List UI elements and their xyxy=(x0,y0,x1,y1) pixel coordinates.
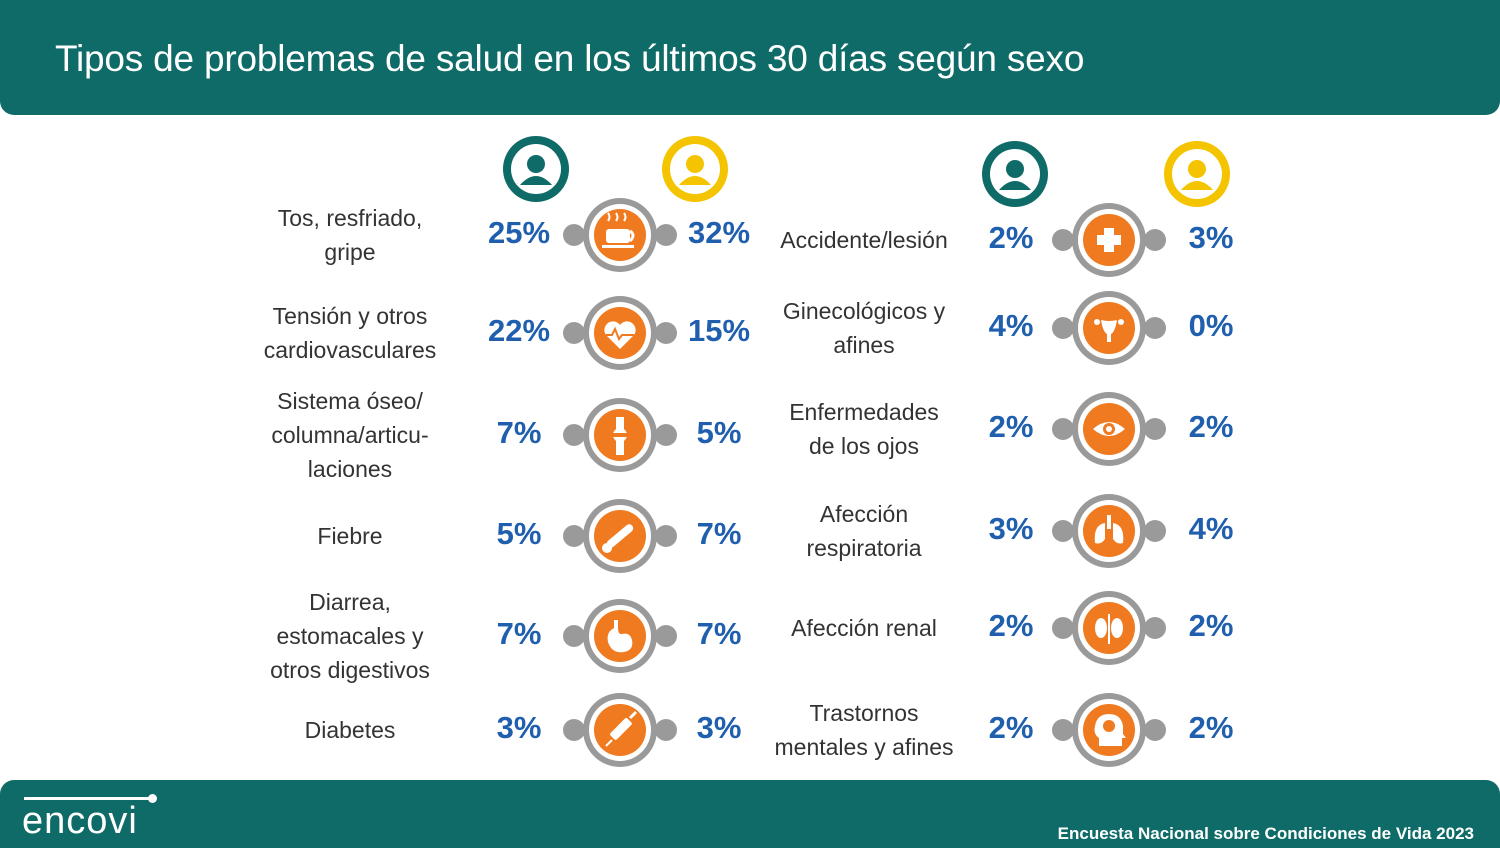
right-male-value: 2% xyxy=(1188,608,1234,643)
left-label: Tensión y otros cardiovasculares xyxy=(263,303,437,363)
right-male-value: 0% xyxy=(1188,308,1234,343)
coffee-cup-icon xyxy=(562,195,678,275)
source-text: Encuesta Nacional sobre Condiciones de V… xyxy=(1057,824,1474,843)
left-male-value: 32% xyxy=(687,215,751,250)
right-female-value: 2% xyxy=(988,710,1034,745)
right-label: Afección renal xyxy=(791,615,937,641)
syringe-icon xyxy=(562,690,678,770)
right-male-value: 4% xyxy=(1188,511,1234,546)
left-female-value: 7% xyxy=(496,616,542,651)
brain-head-icon xyxy=(1051,690,1167,770)
lungs-icon xyxy=(1051,491,1167,571)
encovi-logo: encovi xyxy=(22,800,138,842)
uterus-icon xyxy=(1051,288,1167,368)
right-female-value: 4% xyxy=(988,308,1034,343)
logo-dot xyxy=(148,794,157,803)
left-male-value: 3% xyxy=(696,710,742,745)
page-title: Tipos de problemas de salud en los últim… xyxy=(55,38,1085,79)
left-female-value: 25% xyxy=(487,215,551,250)
right-male-value: 2% xyxy=(1188,409,1234,444)
woman-icon xyxy=(502,135,570,203)
left-label: Fiebre xyxy=(317,523,383,549)
left-label: Diarrea, estomacales y otros digestivos xyxy=(270,589,430,683)
right-label: Afección respiratoria xyxy=(806,501,922,561)
right-label: Trastornos mentales y afines xyxy=(774,700,954,760)
left-label: Tos, resfriado, gripe xyxy=(277,205,423,265)
left-female-value: 3% xyxy=(496,710,542,745)
left-label: Sistema óseo/ columna/articu- laciones xyxy=(271,388,429,482)
medical-cross-icon xyxy=(1051,200,1167,280)
right-female-value: 2% xyxy=(988,409,1034,444)
right-female-value: 2% xyxy=(988,608,1034,643)
logo-bar xyxy=(24,797,152,800)
woman-icon xyxy=(981,140,1049,208)
left-male-value: 7% xyxy=(696,516,742,551)
right-male-value: 3% xyxy=(1188,220,1234,255)
thermometer-icon xyxy=(562,496,678,576)
kidneys-icon xyxy=(1051,588,1167,668)
left-male-value: 15% xyxy=(687,313,751,348)
heart-pulse-icon xyxy=(562,293,678,373)
eye-icon xyxy=(1051,389,1167,469)
left-label: Diabetes xyxy=(304,717,396,743)
left-male-value: 7% xyxy=(696,616,742,651)
left-female-value: 22% xyxy=(487,313,551,348)
right-label: Ginecológicos y afines xyxy=(782,298,946,358)
right-label: Accidente/lesión xyxy=(780,227,948,253)
right-female-value: 3% xyxy=(988,511,1034,546)
joint-bone-icon xyxy=(562,395,678,475)
stomach-icon xyxy=(562,596,678,676)
right-female-value: 2% xyxy=(988,220,1034,255)
man-icon xyxy=(1163,140,1231,208)
man-icon xyxy=(661,135,729,203)
footer-bar: encovi Encuesta Nacional sobre Condicion… xyxy=(0,780,1500,848)
right-label: Enfermedades de los ojos xyxy=(789,399,939,459)
left-male-value: 5% xyxy=(696,415,742,450)
right-male-value: 2% xyxy=(1188,710,1234,745)
header-bar: Tipos de problemas de salud en los últim… xyxy=(0,0,1500,115)
left-female-value: 5% xyxy=(496,516,542,551)
left-female-value: 7% xyxy=(496,415,542,450)
